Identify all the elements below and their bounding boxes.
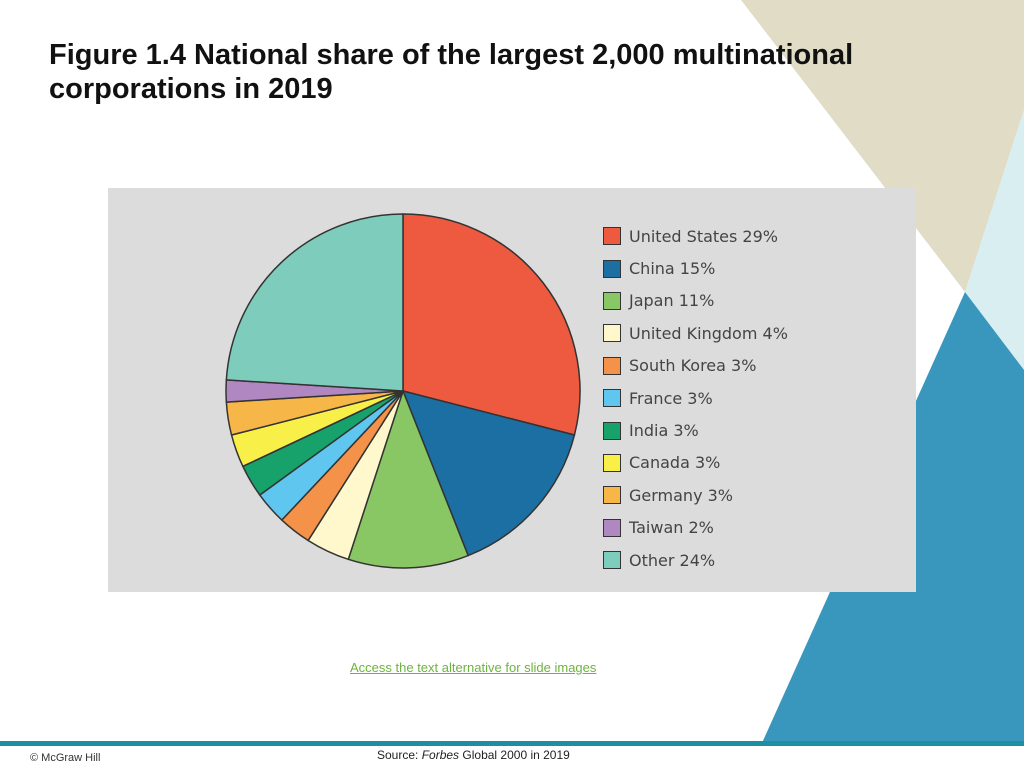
legend-swatch — [603, 518, 621, 537]
background-light-blue-triangle — [965, 110, 1024, 370]
pie-slice-other — [225, 213, 404, 392]
copyright-text: © McGraw Hill — [30, 752, 101, 764]
legend-swatch — [603, 291, 621, 310]
legend-label: United States 29% — [629, 226, 778, 246]
legend-label: Germany 3% — [629, 485, 734, 505]
footer-rule — [0, 741, 1024, 746]
slide-title: Figure 1.4 National share of the largest… — [49, 39, 854, 105]
legend-item-united-states: United States 29% — [603, 220, 788, 252]
background-tan-triangle — [741, 0, 1024, 292]
pie-slice-china — [402, 390, 576, 557]
pie-chart — [225, 213, 581, 569]
legend-label: France 3% — [629, 388, 713, 408]
chart-legend: United States 29% China 15% Japan 11% Unite… — [603, 220, 788, 576]
source-suffix: Global 2000 in 2019 — [459, 748, 570, 762]
legend-label: Other 24% — [629, 550, 716, 570]
legend-swatch — [603, 259, 621, 278]
legend-item-south-korea: South Korea 3% — [603, 350, 788, 382]
legend-swatch — [603, 486, 621, 505]
source-prefix: Source: — [377, 748, 422, 762]
legend-label: China 15% — [629, 259, 716, 279]
legend-label: Japan 11% — [629, 291, 715, 311]
legend-item-india: India 3% — [603, 414, 788, 446]
legend-item-china: China 15% — [603, 252, 788, 284]
legend-swatch — [603, 324, 621, 343]
text-alternative-link[interactable]: Access the text alternative for slide im… — [350, 660, 597, 675]
pie-slice-united-states — [402, 213, 581, 436]
legend-item-other: Other 24% — [603, 544, 788, 576]
legend-label: India 3% — [629, 421, 699, 441]
legend-item-germany: Germany 3% — [603, 479, 788, 511]
legend-swatch — [603, 551, 621, 570]
chart-panel: United States 29% China 15% Japan 11% Unite… — [108, 188, 916, 592]
legend-item-united-kingdom: United Kingdom 4% — [603, 317, 788, 349]
legend-item-japan: Japan 11% — [603, 285, 788, 317]
legend-label: Taiwan 2% — [629, 518, 714, 538]
legend-swatch — [603, 356, 621, 375]
source-publication: Forbes — [421, 748, 460, 762]
pie-slice-japan — [347, 390, 469, 569]
legend-item-canada: Canada 3% — [603, 447, 788, 479]
legend-swatch — [603, 227, 621, 246]
source-citation: Source: Forbes Global 2000 in 2019 — [377, 748, 570, 762]
legend-label: South Korea 3% — [629, 356, 757, 376]
legend-swatch — [603, 453, 621, 472]
legend-swatch — [603, 389, 621, 408]
legend-label: Canada 3% — [629, 453, 721, 473]
legend-swatch — [603, 421, 621, 440]
legend-item-france: France 3% — [603, 382, 788, 414]
legend-item-taiwan: Taiwan 2% — [603, 512, 788, 544]
legend-label: United Kingdom 4% — [629, 323, 788, 343]
